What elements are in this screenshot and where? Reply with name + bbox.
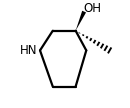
Polygon shape: [76, 11, 86, 31]
Text: OH: OH: [83, 2, 101, 15]
Text: HN: HN: [20, 44, 38, 57]
